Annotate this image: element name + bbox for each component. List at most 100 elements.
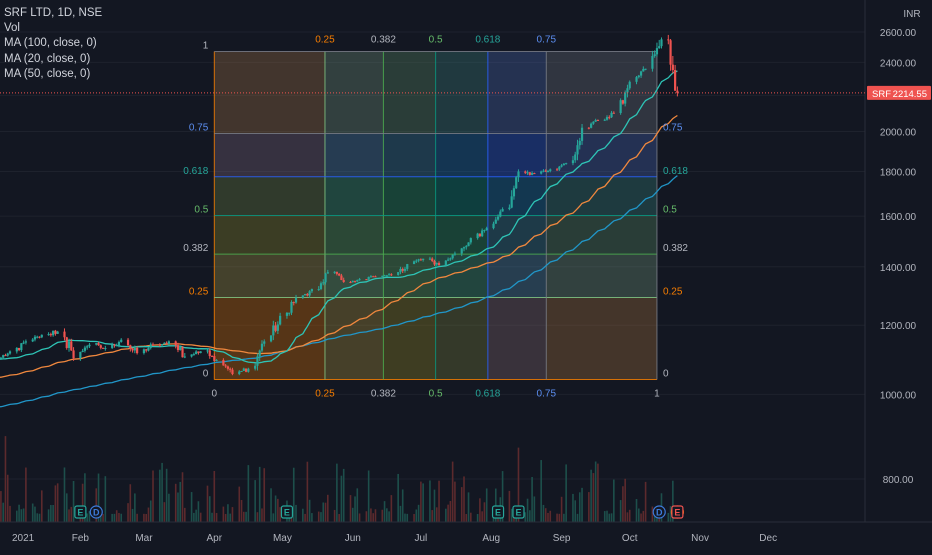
candle-body — [558, 166, 561, 170]
legend-ma20[interactable]: MA (20, close, 0) — [4, 52, 91, 65]
candle-body — [387, 274, 391, 276]
volume-bar — [136, 513, 138, 522]
volume-bar — [118, 512, 120, 522]
volume-bar — [54, 485, 57, 522]
candle-body — [17, 347, 21, 351]
candle-body — [667, 39, 670, 41]
candle-body — [260, 343, 264, 351]
event-badge-4[interactable]: E — [512, 505, 525, 519]
volume-bar — [161, 462, 163, 522]
candle-body — [576, 145, 579, 155]
volume-bar — [47, 509, 50, 522]
price-axis[interactable]: 2600.002400.002200.002000.001800.001600.… — [880, 9, 921, 486]
volume-bar — [356, 488, 359, 522]
candle-body — [435, 263, 438, 265]
symbol-title[interactable]: SRF LTD, 1D, NSE — [4, 7, 103, 19]
volume-bar — [590, 469, 592, 522]
candle-body — [56, 331, 59, 334]
volume-bar — [292, 467, 295, 522]
candles[interactable] — [0, 34, 679, 376]
volume-bar — [63, 467, 66, 522]
candle-body — [574, 154, 577, 161]
candle-body — [263, 341, 266, 344]
volume-bar — [274, 495, 277, 522]
volume-bar — [508, 490, 511, 522]
candle-body — [258, 350, 261, 357]
volume-bar — [465, 513, 468, 522]
candle-body — [460, 248, 463, 254]
candle-body — [197, 351, 200, 353]
volume-bar — [635, 498, 638, 522]
volume-bar — [238, 486, 241, 522]
candle-body — [86, 346, 89, 348]
legend-ma100[interactable]: MA (100, close, 0) — [4, 37, 97, 50]
volume-bar — [451, 461, 454, 522]
legend-ma50[interactable]: MA (50, close, 0) — [4, 67, 91, 80]
fib-left-label-2: 0.618 — [183, 166, 208, 177]
candle-body — [310, 289, 314, 292]
candle-body — [571, 160, 575, 164]
fib-right-label-0: 0.75 — [663, 122, 683, 133]
volume-bar — [592, 473, 595, 522]
fib-left-label-1: 0.75 — [189, 122, 209, 133]
volume-bar — [40, 490, 43, 522]
legend-volume[interactable]: Vol — [4, 22, 20, 35]
volume-bar — [159, 469, 161, 522]
badge-shape — [512, 505, 525, 519]
candle-body — [340, 275, 343, 281]
volume-bar — [342, 468, 345, 522]
volume-bar — [174, 483, 177, 522]
badge-letter: D — [93, 508, 100, 518]
volume-bar — [372, 513, 374, 522]
volume-bar — [547, 512, 549, 522]
event-badge-1[interactable]: D — [89, 505, 103, 519]
price-tick-9: 800.00 — [883, 475, 914, 486]
volume-bar — [544, 508, 547, 522]
badge-letter: D — [656, 508, 663, 518]
volume-bar — [211, 512, 213, 522]
candle-body — [247, 368, 250, 372]
event-badge-5[interactable]: D — [652, 505, 666, 519]
candle-body — [129, 345, 132, 349]
candle-body — [476, 233, 479, 239]
volume-bar — [306, 461, 309, 522]
volume-bar — [367, 470, 370, 522]
volume-bar — [354, 496, 356, 522]
fib-right-label-5: 0 — [663, 368, 669, 379]
fib-top-label-4: 0.75 — [537, 34, 557, 45]
candle-body — [240, 371, 243, 373]
badge-letter: E — [284, 508, 290, 518]
volume-bar — [463, 476, 465, 522]
volume-bar — [95, 488, 98, 522]
candle-body — [47, 334, 50, 336]
candle-body — [403, 268, 407, 271]
candle-body — [52, 330, 55, 336]
event-badges[interactable]: EDEEEDSE — [74, 505, 684, 519]
event-badge-3[interactable]: E — [491, 505, 505, 519]
volume-bar — [183, 507, 186, 522]
event-badge-0[interactable]: E — [74, 505, 87, 519]
fib-right-label-4: 0.25 — [663, 286, 683, 297]
candle-body — [285, 312, 289, 316]
volume-bar — [145, 513, 147, 522]
event-badge-2[interactable]: E — [280, 505, 294, 519]
fib-time-zone-tool[interactable] — [213, 50, 658, 380]
event-badge-7[interactable]: E — [671, 505, 684, 519]
fib-bottom-label-6: 1 — [654, 388, 660, 399]
volume-bar — [104, 476, 107, 522]
candle-body — [70, 341, 73, 351]
volume-bar — [397, 473, 399, 522]
volume-bar — [86, 513, 88, 522]
time-axis[interactable]: 2021 Feb Mar Apr May Jun Jul Aug Sep Oct Nov Dec — [12, 533, 777, 544]
candle-body — [644, 68, 647, 70]
candle-body — [499, 211, 502, 217]
candle-body — [181, 346, 184, 358]
candle-body — [160, 344, 164, 346]
volume-bar — [572, 493, 574, 522]
badge-shape — [74, 505, 87, 519]
volume-bar — [576, 513, 579, 522]
volume-bar — [449, 500, 452, 522]
volume-bar — [558, 513, 561, 522]
